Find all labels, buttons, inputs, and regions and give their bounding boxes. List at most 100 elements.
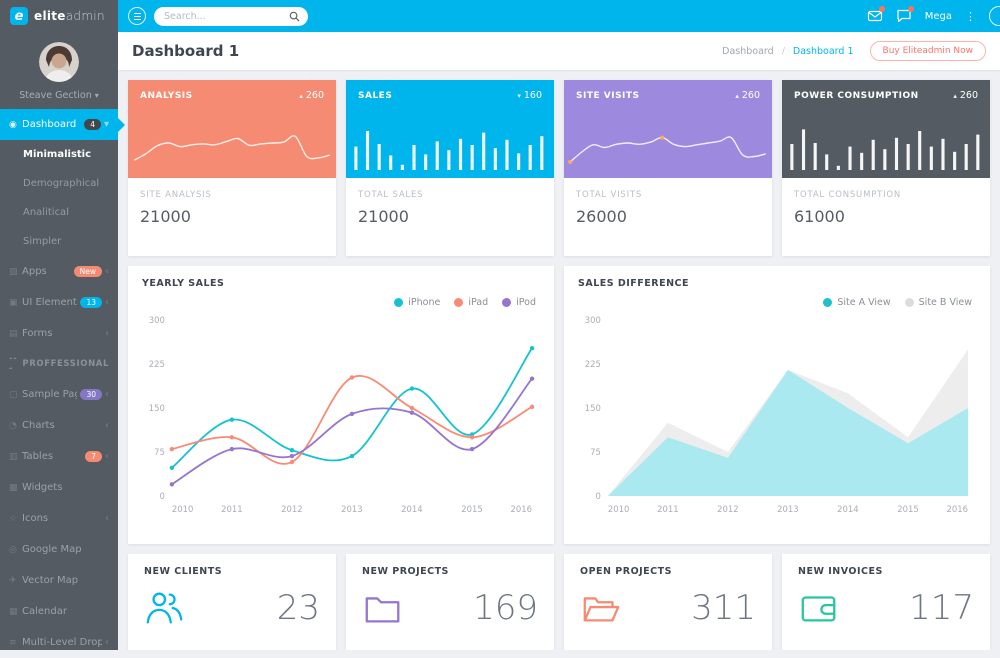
counter-cards-row: NEW CLIENTS 23 NEW PROJECTS 169 OPEN PROJECT…	[128, 554, 990, 650]
users-icon	[144, 587, 186, 629]
sidebar-badge: New	[73, 265, 102, 278]
legend-item-ipod[interactable]: iPod	[502, 297, 536, 308]
sidebar-subitem-analitical[interactable]: Analitical	[23, 207, 69, 218]
chart-icon: ◔	[9, 420, 17, 431]
sparkline-chart	[568, 135, 772, 164]
svg-text:2012: 2012	[281, 504, 303, 514]
stat-card: SALES ▾ 160 TOTAL SALES 21000	[346, 80, 554, 256]
sidebar-item-multi-level-dropdown[interactable]: ≡ Multi-Level Dropdown‹	[0, 627, 118, 658]
profile-circle-icon[interactable]	[989, 6, 1000, 26]
svg-text:150: 150	[585, 403, 601, 413]
stat-card-info: TOTAL CONSUMPTION 61000	[782, 178, 990, 226]
svg-text:2016: 2016	[947, 504, 969, 514]
pages-icon: ▢	[9, 389, 18, 400]
stat-card: SITE VISITS ▴ 260 TOTAL VISITS 26000	[564, 80, 772, 256]
counter-card-value: 117	[909, 588, 974, 628]
star-icon: ☆	[9, 513, 18, 524]
chevron-left-icon: ‹	[105, 389, 109, 400]
avatar[interactable]	[39, 42, 79, 82]
sidebar-item-apps[interactable]: ▧ Apps New ‹	[0, 256, 118, 287]
sidebar-item-label: Calendar	[22, 606, 67, 617]
counter-card-label: NEW INVOICES	[798, 566, 883, 577]
svg-text:2013: 2013	[341, 504, 363, 514]
chat-icon[interactable]	[896, 6, 914, 24]
chevron-down-icon: ▾	[94, 91, 99, 100]
logo[interactable]: e eliteadmin	[0, 0, 118, 32]
form-icon: ▤	[9, 328, 18, 339]
stat-card-value: 61000	[794, 207, 845, 226]
search-box	[154, 6, 308, 26]
sidebar-item-sample-pages[interactable]: ▢ Sample Pages30‹	[0, 379, 118, 410]
counter-card-label: NEW CLIENTS	[144, 566, 223, 577]
layers-icon: ▣	[9, 297, 18, 308]
main-area: Mega ⋮ Dashboard 1 Dashboard / Dashboard…	[118, 0, 1000, 650]
sidebar: e eliteadmin Steave Gection ▾ ◉ Dashboard…	[0, 0, 125, 650]
svg-text:300: 300	[585, 315, 601, 325]
stat-card-label: SITE ANALYSIS	[140, 190, 212, 200]
menu-toggle-icon[interactable]	[128, 7, 146, 25]
sidebar-subitem-demographical[interactable]: Demographical	[23, 178, 100, 189]
chevron-left-icon: ‹	[105, 328, 109, 339]
sidebar-item-ui-elements[interactable]: ▣ UI Elements 13 ‹	[0, 287, 118, 318]
counter-card-new-clients: NEW CLIENTS 23	[128, 554, 336, 650]
sidebar-item-label: Icons	[22, 513, 49, 524]
notification-dot	[878, 6, 885, 12]
stat-card-chart-area: SALES ▾ 160	[346, 80, 554, 178]
sidebar-subitem-minimalistic[interactable]: Minimalistic	[23, 149, 92, 160]
sidebar-item-icons[interactable]: ☆ Icons ‹	[0, 503, 118, 534]
legend-item-iphone[interactable]: iPhone	[394, 297, 440, 308]
svg-text:0: 0	[596, 491, 601, 501]
sidebar-item-charts[interactable]: ◔ Charts ‹	[0, 410, 118, 441]
legend-item-ipad[interactable]: iPad	[454, 297, 488, 308]
legend-item-site-a-view[interactable]: Site A View	[823, 297, 891, 308]
sidebar-item-calendar[interactable]: ▦ Calendar	[0, 596, 118, 627]
chart-legend: iPhone iPad iPod	[142, 297, 536, 308]
breadcrumb-root[interactable]: Dashboard	[722, 45, 774, 57]
svg-text:2011: 2011	[657, 504, 679, 514]
svg-text:2015: 2015	[461, 504, 483, 514]
svg-text:225: 225	[585, 359, 601, 369]
sidebar-subitem-simpler[interactable]: Simpler	[23, 236, 62, 247]
sidebar-section-label: --- PROFFESSIONAL	[0, 349, 118, 379]
breadcrumb: Dashboard / Dashboard 1 Buy Eliteadmin N…	[722, 41, 986, 61]
sidebar-item-label: Tables	[22, 451, 54, 462]
chevron-down-icon: ▾	[103, 119, 109, 130]
stat-card-title: SALES	[358, 90, 393, 101]
stat-cards-row: ANALYSIS ▴ 260 SITE ANALYSIS 21000 SALES ▾ 16…	[128, 80, 990, 256]
stat-card-title: ANALYSIS	[140, 90, 193, 101]
sidebar-item-tables[interactable]: ▥ Tables 7 ‹	[0, 441, 118, 472]
buy-button[interactable]: Buy Eliteadmin Now	[869, 41, 986, 61]
counter-card-new-projects: NEW PROJECTS 169	[346, 554, 554, 650]
sidebar-item-forms[interactable]: ▤ Forms ‹	[0, 318, 118, 349]
sidebar-item-dashboard[interactable]: ◉ Dashboard 4 ▾	[0, 109, 125, 140]
email-icon[interactable]	[867, 6, 885, 24]
topbar-actions: Mega ⋮	[867, 6, 1000, 26]
sidebar-item-label: Charts	[22, 420, 55, 431]
sparkline-chart	[128, 119, 336, 174]
search-icon[interactable]	[289, 11, 300, 22]
sidebar-menu: ◉ Dashboard 4 ▾ Minimalistic Demographical Ana…	[0, 109, 125, 658]
counter-card-body: 23	[144, 587, 320, 629]
stat-card-label: TOTAL VISITS	[576, 190, 643, 200]
stat-card-info: TOTAL VISITS 26000	[564, 178, 772, 226]
legend-item-site-b-view[interactable]: Site B View	[904, 297, 972, 308]
more-options-icon[interactable]: ⋮	[965, 9, 976, 23]
sidebar-item-vector-map[interactable]: ✈ Vector Map	[0, 565, 118, 596]
search-input[interactable]	[162, 9, 285, 23]
svg-text:2013: 2013	[777, 504, 799, 514]
sidebar-item-label: Widgets	[22, 482, 63, 493]
apps-icon: ▧	[9, 266, 18, 277]
trend-up-icon: ▴	[953, 92, 957, 100]
counter-card-body: 311	[580, 587, 756, 629]
trend-value: ▾ 160	[517, 90, 542, 101]
sidebar-item-google-map[interactable]: ◎ Google Map	[0, 534, 118, 565]
sidebar-item-widgets[interactable]: ▩ Widgets	[0, 472, 118, 503]
user-menu[interactable]: Steave Gection ▾	[0, 90, 118, 101]
sidebar-item-label: Multi-Level Dropdown	[22, 637, 102, 648]
svg-text:2012: 2012	[717, 504, 739, 514]
chevron-left-icon: ‹	[105, 420, 109, 431]
mega-menu[interactable]: Mega	[925, 11, 952, 22]
chevron-left-icon: ‹	[105, 297, 109, 308]
trend-value: ▴ 260	[953, 90, 978, 101]
